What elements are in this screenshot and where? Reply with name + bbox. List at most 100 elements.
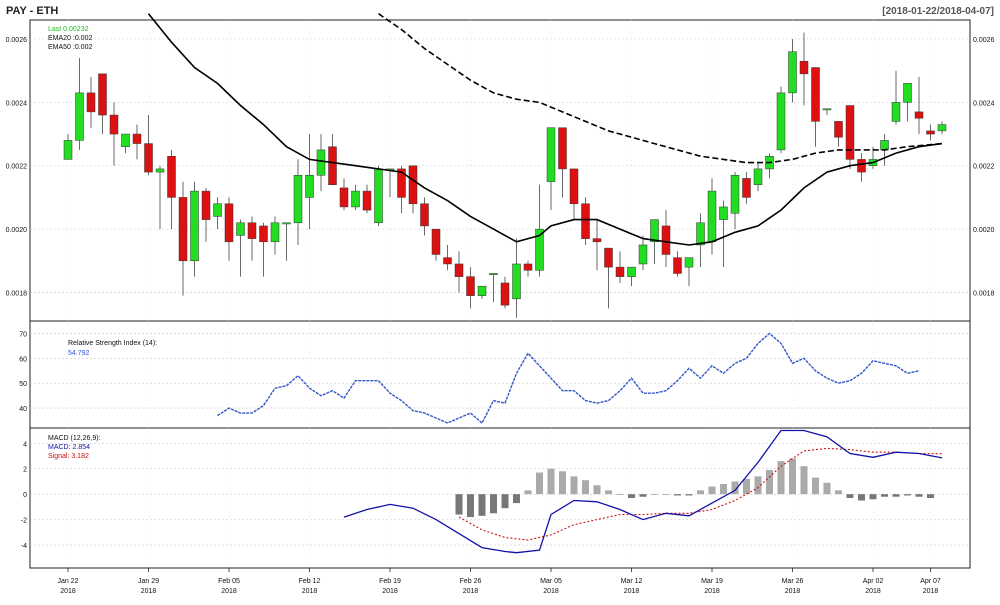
histogram-bar [593,485,601,495]
candle-down [914,111,924,119]
price-tick-label: 0.0022 [6,164,28,171]
candle-down [661,225,671,255]
candle-down [742,178,751,198]
candle-down [178,197,188,262]
x-tick-label: Jan 22 [57,578,78,585]
macd-panel [29,427,971,569]
histogram-bar [754,476,762,495]
candle-up [155,168,165,173]
macd-value: MACD: 2.854 [48,444,90,451]
macd-tick-label: 4 [23,441,27,448]
macd-tick-label: -4 [21,543,27,550]
histogram-bar [605,490,612,495]
x-tick-label: Mar 05 [540,578,562,585]
candle-down [615,266,625,277]
histogram-bar [789,458,796,495]
x-tick-label: Feb 05 [218,578,240,585]
histogram-bar [582,480,589,495]
candle-up [282,222,291,225]
candle-up [650,219,659,243]
candle-up [270,222,280,243]
date-range-label: [2018-01-22/2018-04-07] [882,6,994,17]
histogram-bar [731,481,739,495]
rsi-tick-label: 50 [19,381,27,388]
ema50-line [378,13,943,164]
rsi-tick-label: 60 [19,356,27,363]
histogram-bar [570,476,578,495]
histogram-bar [685,494,693,496]
x-tick-label: Feb 26 [460,578,482,585]
histogram-bar [904,494,911,496]
histogram-bar [892,494,900,497]
histogram-bar [708,486,716,495]
candle-up [305,175,314,198]
rsi-panel [29,320,971,429]
candle-down [339,187,349,208]
candle-up [903,83,912,103]
signal-value: Signal: 3.182 [48,453,89,460]
candle-up [293,175,303,224]
candle-up [753,168,763,186]
histogram-bar [639,494,647,497]
macd-tick-label: -2 [21,518,27,525]
candle-up [776,92,786,151]
candle-down [420,203,429,227]
legend-last: Last 0.00232 [48,26,89,33]
candle-up [316,149,326,176]
candle-down [673,257,682,274]
candle-up [535,228,544,271]
ema20-line [147,13,943,246]
price-tick-label-right: 0.0018 [973,290,995,297]
x-tick-label: Mar 19 [701,578,723,585]
candle-down [98,73,107,116]
candle-down [328,146,337,186]
candle-down [558,127,567,170]
candle-up [638,244,648,265]
candle-down [454,263,464,277]
x-tick-year: 2018 [463,588,479,595]
histogram-bar [927,494,934,498]
grid-layer: 0.0018 0.0018 0.0020 0.0020 0.0022 0.0022 0.00… [6,20,995,568]
candle-down [431,228,441,255]
x-tick-year: 2018 [785,588,801,595]
x-tick-label: Apr 02 [863,578,884,585]
candle-down [259,225,268,243]
histogram-bar [720,484,727,495]
candle-down [201,190,211,220]
histogram-bar [467,494,474,518]
x-tick-label: Mar 26 [782,578,804,585]
candle-down [845,105,855,160]
candle-up [891,102,901,122]
candle-up [351,190,360,208]
histogram-bar [490,494,497,514]
legend-ema50: EMA50 :0.002 [48,44,92,51]
candle-down [443,257,452,265]
candle-down [132,133,142,144]
price-tick-label: 0.0026 [6,37,28,44]
candle-down [604,247,613,268]
histogram-bar [835,490,842,495]
histogram-bar [501,494,509,509]
candle-down [86,92,96,113]
x-tick-label: Apr 07 [920,578,941,585]
candle-up [627,266,636,277]
x-tick-label: Feb 19 [379,578,401,585]
histogram-bar [777,461,785,495]
candle-up [63,140,73,160]
price-tick-label-right: 0.0022 [973,164,995,171]
histogram-bar [800,466,808,495]
macd-tick-label: 2 [23,467,27,474]
histogram-bar [812,477,819,495]
candle-up [730,175,740,214]
x-tick-label: Feb 12 [299,578,321,585]
histogram-bar [559,471,566,495]
x-tick-label: Jan 29 [138,578,159,585]
candle-down [408,165,418,205]
x-tick-year: 2018 [624,588,640,595]
price-layer [63,13,947,318]
candle-down [523,263,533,271]
price-tick-label-right: 0.0024 [973,100,995,107]
candle-up [696,222,705,246]
price-tick-label-right: 0.0026 [973,37,995,44]
